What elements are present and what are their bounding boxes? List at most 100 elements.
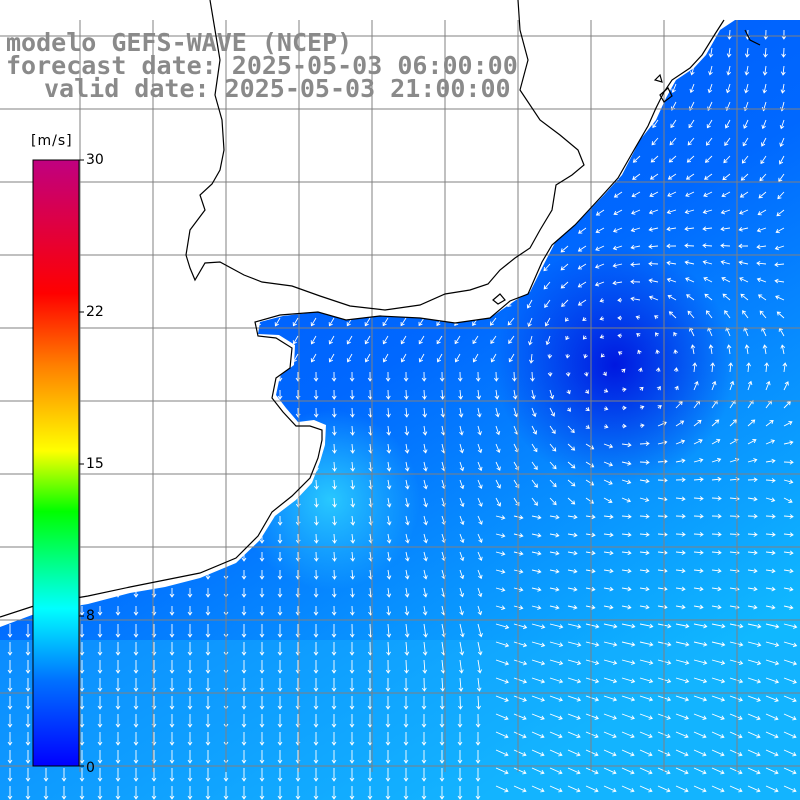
wind-arrow: [331, 786, 337, 800]
wind-arrow: [711, 380, 717, 391]
wind-arrow: [599, 334, 605, 339]
wind-arrow: [364, 335, 371, 345]
wind-arrow: [631, 209, 641, 215]
wind-arrow: [418, 317, 425, 327]
wind-arrow: [25, 372, 31, 382]
wind-arrow: [310, 155, 317, 165]
wind-arrow: [726, 65, 732, 76]
wind-arrow: [585, 713, 599, 720]
wind-arrow: [4, 83, 11, 93]
wind-arrow: [133, 570, 139, 580]
wind-arrow: [130, 191, 137, 201]
wind-arrow: [584, 389, 589, 394]
wind-arrow: [783, 659, 798, 666]
wind-arrow: [621, 641, 636, 647]
wind-arrow: [97, 678, 103, 692]
wind-arrow: [367, 732, 373, 746]
wind-arrow: [684, 260, 695, 265]
wind-arrow: [169, 462, 175, 472]
wind-arrow: [702, 260, 713, 265]
wind-arrow: [184, 119, 191, 129]
wind-arrow: [435, 209, 443, 218]
wind-arrow: [256, 137, 263, 147]
wind-arrow: [313, 732, 319, 746]
wind-arrow: [603, 767, 617, 775]
wind-arrow: [655, 367, 661, 373]
wind-arrow: [25, 516, 31, 526]
wind-arrow: [527, 119, 533, 129]
wind-arrow: [238, 353, 245, 363]
wind-arrow: [738, 260, 749, 266]
wind-arrow: [310, 191, 317, 201]
wind-arrow: [471, 155, 479, 164]
wind-arrow: [693, 604, 704, 610]
wind-arrow: [531, 569, 542, 574]
wind-arrow: [531, 425, 538, 435]
wind-arrow: [166, 137, 173, 147]
wind-arrow: [4, 353, 11, 363]
wind-arrow: [274, 191, 281, 201]
wind-arrow: [205, 408, 211, 418]
wind-arrow: [603, 731, 617, 739]
wind-arrow: [382, 191, 389, 200]
wind-arrow: [187, 534, 193, 544]
wind-arrow: [783, 713, 797, 721]
wind-arrow: [205, 462, 211, 472]
wind-arrow: [364, 119, 371, 129]
wind-arrow: [133, 642, 139, 656]
wind-arrow: [133, 606, 139, 616]
wind-arrow: [259, 642, 265, 656]
wind-arrow: [385, 732, 391, 746]
wind-arrow: [400, 101, 407, 111]
wind-arrow: [675, 496, 686, 502]
wind-arrow: [274, 353, 281, 363]
wind-arrow: [693, 731, 707, 739]
wind-arrow: [747, 380, 753, 391]
wind-arrow: [685, 191, 695, 197]
wind-arrow: [295, 768, 301, 782]
wind-arrow: [528, 47, 534, 58]
wind-arrow: [567, 713, 581, 720]
wind-arrow: [693, 550, 704, 555]
wind-arrow: [567, 425, 575, 434]
wind-arrow: [765, 568, 776, 574]
wind-arrow: [722, 293, 731, 301]
wind-arrow: [423, 515, 428, 526]
wind-arrow: [79, 786, 85, 800]
wind-arrow: [256, 299, 263, 309]
wind-arrow: [241, 660, 247, 674]
wind-arrow: [97, 426, 103, 436]
wind-arrow: [331, 605, 337, 616]
wind-arrow: [220, 281, 227, 291]
wind-arrow: [187, 696, 193, 710]
wind-arrow: [115, 462, 121, 472]
wind-arrow: [781, 29, 787, 40]
wind-arrow: [385, 696, 391, 710]
wind-arrow: [595, 209, 605, 216]
wind-arrow: [133, 462, 139, 472]
wind-arrow: [721, 277, 731, 283]
wind-arrow: [386, 515, 392, 526]
wind-arrow: [97, 786, 103, 800]
wind-arrow: [513, 713, 527, 721]
wind-arrow: [649, 191, 659, 198]
wind-arrow: [674, 385, 679, 391]
wind-arrow: [459, 443, 465, 454]
wind-arrow: [630, 262, 641, 267]
wind-arrow: [94, 335, 101, 345]
wind-arrow: [711, 749, 725, 757]
wind-arrow: [435, 191, 443, 200]
wind-arrow: [543, 281, 551, 290]
wind-arrow: [648, 261, 659, 267]
wind-arrow: [423, 623, 428, 638]
wind-arrow: [675, 713, 689, 720]
wind-arrow: [435, 173, 443, 182]
wind-arrow: [567, 677, 582, 684]
wind-arrow: [710, 362, 715, 373]
wind-arrow: [711, 438, 721, 445]
wind-arrow: [292, 155, 299, 165]
wind-arrow: [97, 642, 103, 656]
wind-arrow: [475, 768, 481, 782]
wind-arrow: [79, 606, 85, 616]
wind-arrow: [310, 245, 317, 255]
